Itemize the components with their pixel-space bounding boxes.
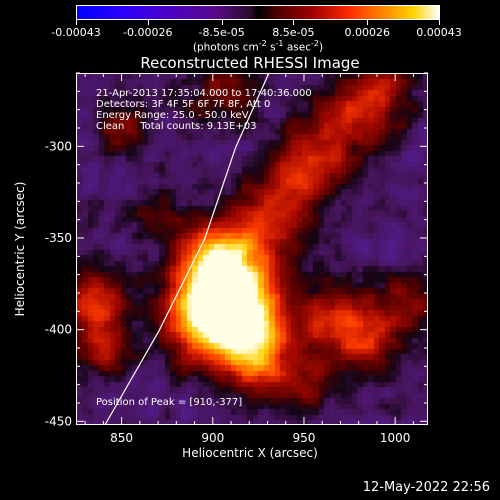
y-tick-label: -350 [45,231,72,245]
colorbar-tick-label: -0.00026 [123,26,173,39]
x-tick-label: 900 [201,431,224,445]
x-tick-label: 950 [293,431,316,445]
colorbar-tick [293,20,295,25]
colorbar-tick-label: 0.00043 [416,26,462,39]
y-tick-label: -450 [45,414,72,428]
clean-counts-text: Clean Total counts: 9.13E+03 [96,121,257,132]
colorbar [76,5,440,20]
colorbar-tick-label: 0.00026 [344,26,390,39]
plot-title: Reconstructed RHESSI Image [140,54,360,72]
colorbar-tick [439,20,440,25]
solar-limb-line [104,74,270,424]
observation-time-text: 21-Apr-2013 17:35:04.000 to 17:40:36.000 [96,88,312,99]
x-axis-label: Heliocentric X (arcsec) [182,446,318,460]
solar-limb-overlay [104,74,270,424]
footer-timestamp: 12-May-2022 22:56 [362,480,490,495]
colorbar-unit-label: (photons cm-2 s-1 asec-2) [192,39,324,54]
energy-range-text: Energy Range: 25.0 - 50.0 keV [96,110,249,121]
colorbar-tick [367,20,369,25]
colorbar-tick-label: -8.5e-05 [198,26,245,39]
x-tick-label: 1000 [380,431,411,445]
colorbar-tick [221,20,223,25]
y-axis-label: Heliocentric Y (arcsec) [13,181,27,317]
peak-position-text: Position of Peak = [910,-377] [96,397,243,408]
y-tick-label: -300 [45,139,72,153]
y-tick-label: -400 [45,323,72,337]
rhessi-image-heatmap [77,74,427,424]
plot-area: 21-Apr-2013 17:35:04.000 to 17:40:36.000… [76,73,428,425]
x-tick-label: 850 [110,431,133,445]
colorbar-tick-label: -0.00043 [51,26,101,39]
colorbar-tick-label: 8.5e-05 [272,26,315,39]
detectors-text: Detectors: 3F 4F 5F 6F 7F 8F, Att 0 [96,99,271,110]
colorbar-tick [76,20,77,25]
colorbar-tick [147,20,149,25]
